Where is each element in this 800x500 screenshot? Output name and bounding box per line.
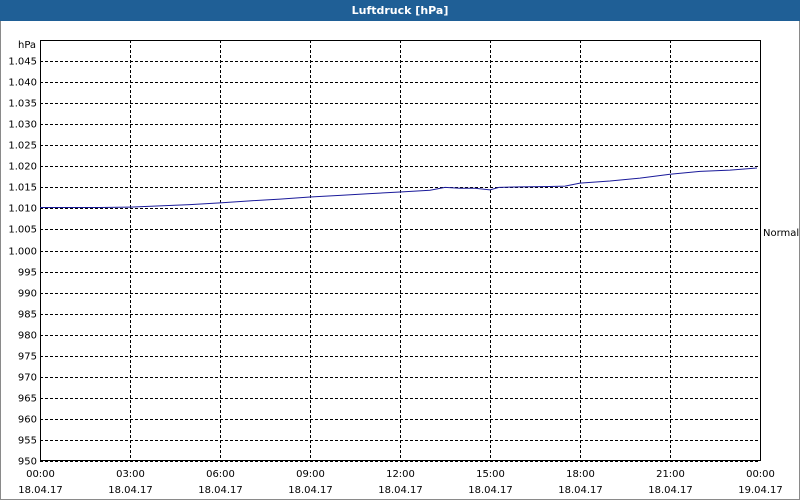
- y-axis-label: hPa: [18, 40, 36, 51]
- x-tick-label: 09:00: [296, 469, 325, 480]
- line-series: [40, 167, 758, 209]
- x-tick-label: 18.04.17: [288, 485, 333, 496]
- y-tick-label: 965: [18, 394, 37, 405]
- x-tick-label: 12:00: [386, 469, 415, 480]
- y-tick-label: 1.005: [8, 225, 37, 236]
- x-tick-label: 18.04.17: [378, 485, 423, 496]
- x-tick-label: 03:00: [116, 469, 145, 480]
- x-tick-label: 15:00: [476, 469, 505, 480]
- x-tick-label: 18.04.17: [18, 485, 63, 496]
- y-tick-label: 985: [18, 310, 37, 321]
- x-tick-label: 18.04.17: [198, 485, 243, 496]
- x-tick-label: 19.04.17: [738, 485, 783, 496]
- x-tick-label: 06:00: [206, 469, 235, 480]
- y-tick-label: 1.040: [8, 78, 37, 89]
- y-tick-label: 1.000: [8, 247, 37, 258]
- x-tick-label: 00:00: [746, 469, 775, 480]
- y-tick-label: 1.010: [8, 204, 37, 215]
- y-tick-label: 955: [18, 436, 37, 447]
- x-tick-label: 21:00: [656, 469, 685, 480]
- chart-title: Luftdruck [hPa]: [352, 4, 449, 17]
- x-tick-label: 00:00: [26, 469, 55, 480]
- y-tick-label: 1.015: [8, 183, 37, 194]
- y-tick-label: 1.035: [8, 99, 37, 110]
- y-tick-label: 1.020: [8, 162, 37, 173]
- y-tick-label: 990: [18, 289, 37, 300]
- y-tick-label: 1.030: [8, 120, 37, 131]
- y-tick-label: 980: [18, 331, 37, 342]
- x-tick-label: 18.04.17: [108, 485, 153, 496]
- annotation: Normal: [763, 228, 799, 239]
- y-tick-label: 995: [18, 268, 37, 279]
- x-tick-label: 18:00: [566, 469, 595, 480]
- x-tick-label: 18.04.17: [558, 485, 603, 496]
- y-tick-label: 1.045: [8, 57, 37, 68]
- y-tick-label: 950: [18, 457, 37, 468]
- title-bar: [0, 0, 800, 21]
- x-tick-label: 18.04.17: [648, 485, 693, 496]
- y-tick-label: 960: [18, 415, 37, 426]
- y-tick-label: 970: [18, 373, 37, 384]
- x-tick-label: 18.04.17: [468, 485, 513, 496]
- y-tick-label: 975: [18, 352, 37, 363]
- y-tick-label: 1.025: [8, 141, 37, 152]
